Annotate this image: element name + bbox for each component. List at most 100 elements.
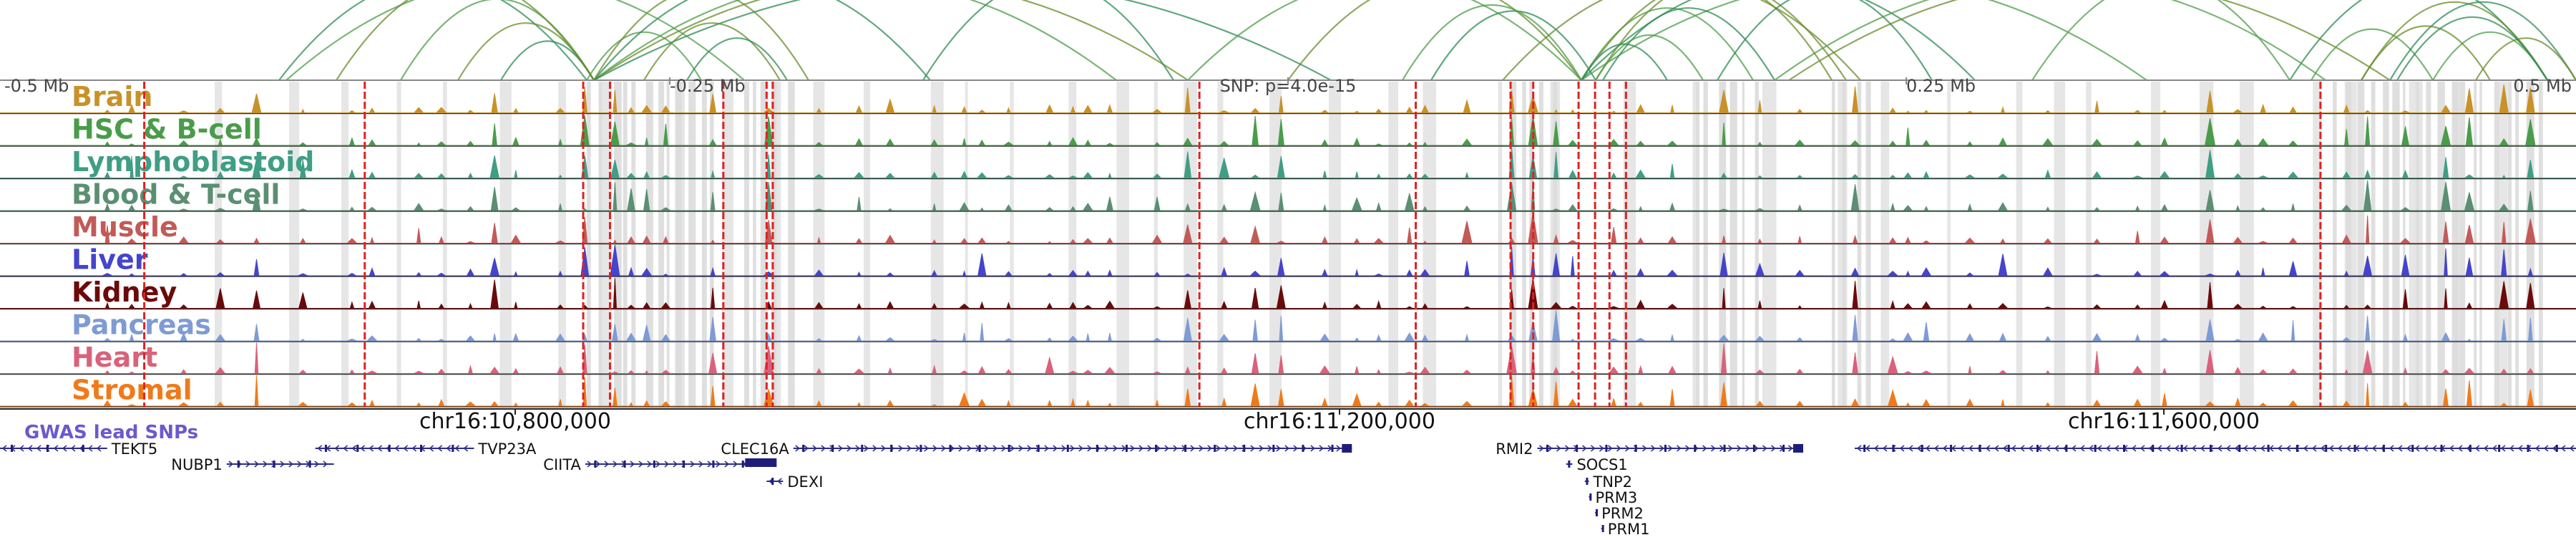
gene-exon	[890, 445, 893, 452]
chromatin-loop-arc	[400, 0, 595, 81]
gene-exon	[1752, 445, 1755, 452]
chromatin-loops	[278, 0, 2576, 81]
gene-exon	[1568, 461, 1571, 468]
gene-exon	[1331, 445, 1334, 452]
strand-chevron	[1, 445, 7, 452]
track-signal	[0, 180, 2576, 211]
track-signal	[0, 310, 2576, 342]
gene-label: TVP23A	[477, 440, 537, 458]
peak-highlight-band	[2474, 82, 2477, 408]
strand-chevron	[360, 445, 366, 452]
strand-chevron	[698, 461, 704, 468]
strand-chevron	[245, 461, 251, 468]
strand-chevron	[53, 445, 59, 452]
peak-highlight-band	[744, 82, 750, 408]
chromatin-loop-arc	[2031, 0, 2290, 81]
strand-chevron	[323, 461, 328, 468]
strand-chevron	[1556, 445, 1561, 452]
peak-highlight-band	[598, 82, 602, 408]
strand-chevron	[314, 461, 320, 468]
gene-exon	[2440, 445, 2443, 452]
strand-chevron	[1267, 445, 1273, 452]
strand-chevron	[932, 445, 938, 452]
gene-exon	[594, 461, 597, 468]
gene-exon	[1979, 445, 1981, 452]
gene-prm2: PRM2	[1595, 505, 1644, 522]
strand-chevron	[1865, 445, 1870, 452]
peak-highlight-band	[1762, 82, 1777, 408]
strand-chevron	[777, 478, 782, 485]
strand-chevron	[1856, 445, 1862, 452]
strand-chevron	[664, 461, 670, 468]
strand-chevron	[1994, 445, 1999, 452]
peak-highlight-band	[2494, 82, 2499, 408]
gene-exon	[1546, 445, 1548, 452]
peak-highlight-band	[2054, 82, 2066, 408]
peak-highlight-band	[2371, 82, 2376, 408]
gene-exon	[2267, 445, 2270, 452]
gene-exon	[949, 445, 952, 452]
peak-highlight-band	[753, 82, 756, 408]
peak-highlight-band	[215, 82, 223, 408]
track-stromal: Stromal	[0, 375, 2576, 408]
strand-chevron	[343, 445, 348, 452]
strand-chevron	[2371, 445, 2377, 452]
peak-highlight-band	[701, 82, 707, 408]
gene-exon	[356, 445, 359, 452]
gene-exon	[1576, 445, 1579, 452]
peak-highlight-band	[2459, 82, 2466, 408]
strand-chevron	[673, 461, 678, 468]
strand-chevron	[2225, 445, 2231, 452]
strand-chevron	[1010, 445, 1015, 452]
strand-chevron	[1591, 445, 1596, 452]
peak-highlight-band	[1529, 82, 1533, 408]
gene-exon	[741, 461, 744, 468]
strand-chevron	[1685, 445, 1690, 452]
strand-chevron	[2406, 445, 2411, 452]
peak-highlight-band	[1538, 82, 1543, 408]
track-label: Lymphoblastoid	[72, 146, 314, 178]
strand-chevron	[1539, 445, 1544, 452]
strand-chevron	[2174, 445, 2180, 452]
strand-chevron	[1599, 445, 1604, 452]
strand-chevron	[2251, 445, 2257, 452]
strand-chevron	[2285, 445, 2291, 452]
strand-chevron	[1933, 445, 1939, 452]
strand-chevron	[1319, 445, 1324, 452]
track-signal	[0, 148, 2576, 178]
peak-highlight-band	[442, 82, 447, 408]
strand-chevron	[297, 461, 303, 468]
peak-highlight-band	[2437, 82, 2445, 408]
peak-highlight-band	[2150, 82, 2161, 408]
gene-exon	[82, 445, 84, 452]
strand-chevron	[87, 445, 93, 452]
gene-exon	[1782, 445, 1785, 452]
strand-chevron	[2474, 445, 2480, 452]
gene-exon	[831, 445, 834, 452]
gene-exon	[2469, 445, 2472, 452]
strand-chevron	[1199, 445, 1204, 452]
gene-label: PRM3	[1595, 489, 1637, 506]
strand-chevron	[2182, 445, 2188, 452]
track-heart: Heart	[0, 342, 2576, 375]
peak-highlight-band	[2383, 82, 2389, 408]
peak-highlight-band	[688, 82, 696, 408]
chromatin-loop-arc	[1581, 7, 1754, 81]
strand-chevron	[1113, 445, 1118, 452]
strand-chevron	[1053, 445, 1058, 452]
strand-chevron	[411, 445, 417, 452]
peak-highlight-band	[2515, 82, 2519, 408]
gene-exon	[802, 445, 805, 452]
peak-highlight-band	[1388, 82, 1399, 408]
strand-chevron	[804, 445, 809, 452]
strand-chevron	[1968, 445, 1974, 452]
gene-dexi: DEXI	[745, 458, 823, 491]
gene-exon	[1664, 445, 1667, 452]
strand-chevron	[1224, 445, 1230, 452]
strand-chevron	[377, 445, 383, 452]
chromatin-loop-arc	[2361, 25, 2491, 81]
chromatin-loop-arc	[643, 22, 781, 81]
peak-highlight-band	[1498, 82, 1503, 408]
gene-exon	[308, 461, 311, 468]
gene-exon	[1921, 445, 1923, 452]
